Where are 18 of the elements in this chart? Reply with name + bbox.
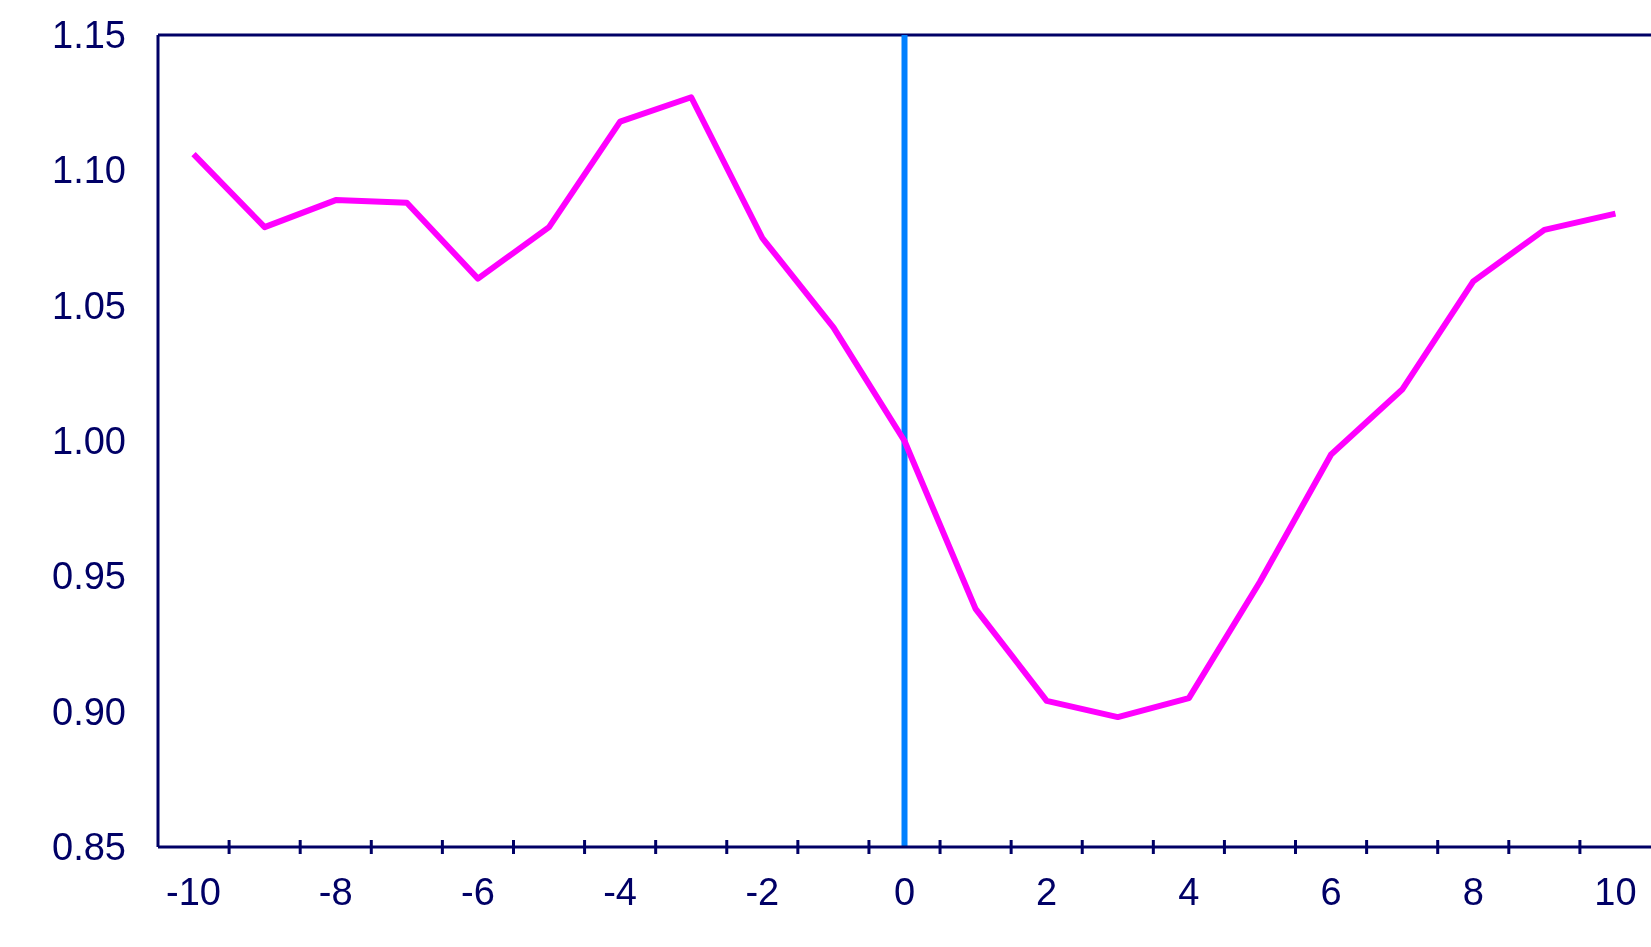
x-tick-label: -10 [166,871,222,913]
x-tick-label: 6 [1320,871,1342,913]
x-tick-label: 10 [1594,871,1637,913]
y-tick-label: 0.95 [52,555,126,598]
y-tick-label: 0.90 [52,690,126,733]
x-tick-label: -2 [745,871,780,913]
y-tick-label: 1.00 [52,420,126,462]
y-tick-label: 1.10 [52,149,126,192]
x-tick-label: -4 [603,871,638,913]
y-tick-label: 1.15 [52,14,126,56]
x-tick-label: -6 [461,871,495,913]
y-tick-label: 0.85 [52,826,126,868]
x-tick-label: 0 [893,871,916,913]
x-tick-label: -8 [318,871,353,913]
y-tick-label: 1.05 [52,284,126,327]
x-tick-label: 4 [1178,871,1200,913]
x-tick-label: 2 [1036,871,1058,913]
x-tick-label: 8 [1462,871,1484,913]
